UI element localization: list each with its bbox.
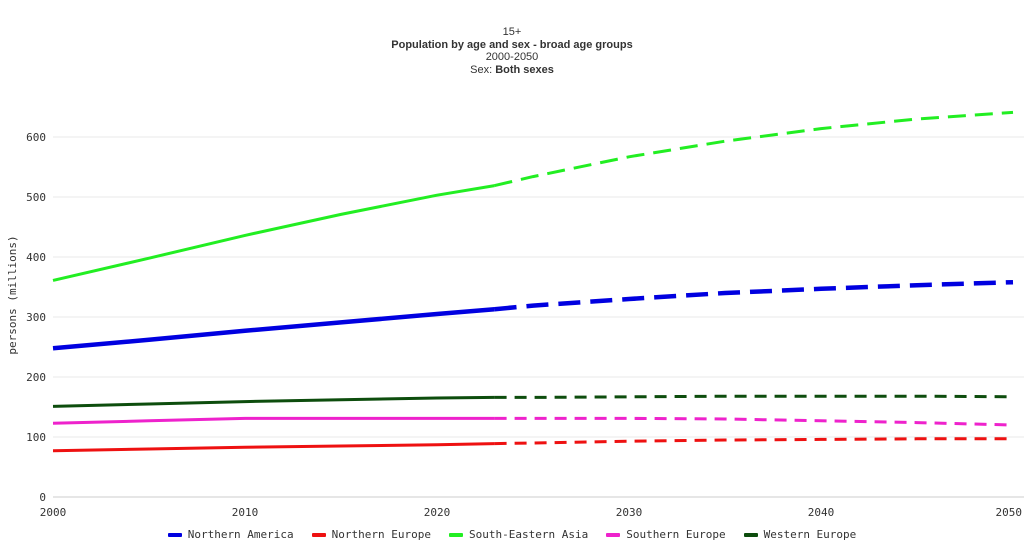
y-tick-label: 100: [26, 431, 46, 444]
series-line-south-eastern-asia-estimate[interactable]: [52, 184, 495, 282]
legend-label: Southern Europe: [626, 528, 726, 541]
chart-header: 15+ Population by age and sex - broad ag…: [0, 26, 1024, 76]
legend-item-northern-america[interactable]: Northern America: [167, 528, 294, 541]
chart-legend: Northern America Northern Europe South-Eas…: [0, 528, 1024, 541]
y-tick-label: 600: [26, 131, 46, 144]
legend-item-southern-europe[interactable]: Southern Europe: [606, 528, 726, 541]
x-tick-label: 2050: [996, 506, 1023, 519]
x-tick-label: 2010: [232, 506, 259, 519]
series-line-southern-europe-estimate[interactable]: [52, 416, 495, 425]
legend-swatch: [311, 532, 326, 537]
series-line-northern-america-projection[interactable]: [494, 279, 1014, 312]
series-line-northern-europe-projection[interactable]: [494, 437, 1013, 446]
legend-item-south-eastern-asia[interactable]: South-Eastern Asia: [449, 528, 588, 541]
legend-item-western-europe[interactable]: Western Europe: [743, 528, 857, 541]
x-axis-ticks: 2000 2010 2020 2030 2040 2050: [40, 506, 1022, 519]
legend-swatch: [167, 532, 182, 537]
series-line-western-europe-estimate[interactable]: [52, 395, 495, 408]
y-axis-ticks: 0 100 200 300 400 500 600: [26, 131, 46, 504]
legend-swatch: [743, 532, 758, 537]
legend-label: South-Eastern Asia: [469, 528, 589, 541]
x-tick-label: 2020: [424, 506, 451, 519]
chart-subtitle-age: 15+: [502, 26, 522, 38]
series-line-northern-europe-estimate[interactable]: [52, 442, 495, 453]
legend-label: Northern America: [187, 528, 294, 541]
series-line-south-eastern-asia-projection[interactable]: [494, 110, 1014, 188]
series-line-northern-america-estimate[interactable]: [52, 306, 495, 351]
sex-value: Both sexes: [495, 63, 554, 76]
y-tick-label: 500: [26, 191, 46, 204]
legend-swatch: [449, 532, 464, 537]
chart-title: Population by age and sex - broad age gr…: [391, 38, 633, 51]
series-lines: [52, 110, 1014, 453]
legend-item-northern-europe[interactable]: Northern Europe: [311, 528, 432, 541]
legend-label: Northern Europe: [331, 528, 432, 541]
series-line-southern-europe-projection[interactable]: [494, 416, 1014, 427]
y-tick-label: 0: [39, 491, 46, 504]
x-tick-label: 2040: [808, 506, 835, 519]
x-tick-label: 2000: [40, 506, 67, 519]
y-tick-label: 400: [26, 251, 46, 264]
chart-sex-filter: Sex: Both sexes: [470, 63, 554, 76]
legend-swatch: [606, 532, 621, 537]
y-tick-label: 300: [26, 311, 46, 324]
y-axis-title: persons (millions): [6, 235, 19, 354]
chart-year-range: 2000-2050: [485, 51, 539, 63]
y-tick-label: 200: [26, 371, 46, 384]
legend-label: Western Europe: [763, 528, 857, 541]
x-tick-label: 2030: [616, 506, 643, 519]
grid-lines: [53, 136, 1024, 498]
series-line-western-europe-projection[interactable]: [494, 394, 1014, 399]
